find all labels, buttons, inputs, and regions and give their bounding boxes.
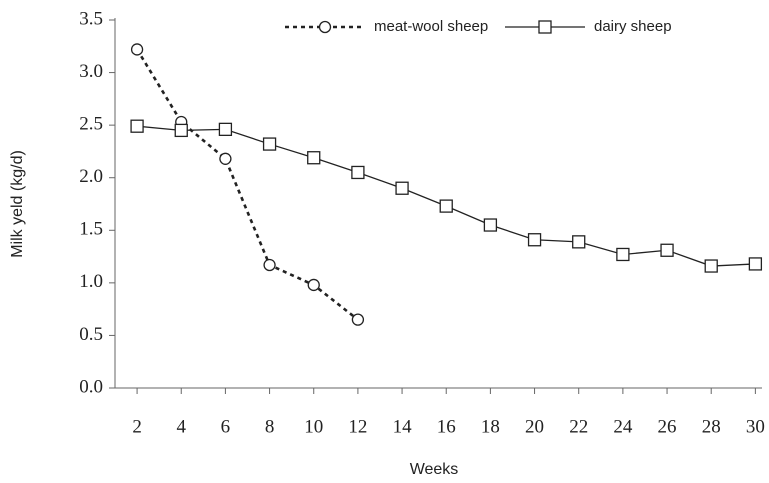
x-tick-label: 6	[221, 416, 231, 437]
series-line	[135, 48, 359, 321]
x-tick-label: 24	[613, 416, 633, 437]
y-tick-label: 2.0	[79, 166, 103, 187]
point	[130, 119, 144, 133]
x-tick-label: 14	[393, 416, 413, 437]
x-tick-label: 18	[481, 416, 500, 437]
point	[483, 218, 498, 232]
x-axis-title: Weeks	[410, 461, 459, 478]
x-tick-label: 4	[176, 416, 186, 437]
x-tick-label: 22	[569, 416, 588, 437]
x-tick-label: 8	[265, 416, 275, 437]
point	[395, 181, 409, 195]
point	[748, 257, 763, 271]
point	[130, 43, 144, 56]
legend-label: meat-wool sheep	[374, 18, 488, 35]
y-tick-label: 0.5	[79, 324, 103, 345]
x-tick-label: 12	[348, 416, 367, 437]
legend-label: dairy sheep	[594, 18, 672, 35]
point	[262, 137, 277, 151]
point	[351, 165, 365, 180]
point	[351, 313, 365, 326]
x-tick-label: 20	[525, 416, 544, 437]
point	[218, 122, 233, 136]
x-tick-label: 26	[658, 416, 677, 437]
point	[616, 247, 630, 262]
x-tick-label: 2	[132, 416, 142, 437]
x-tick-label: 28	[702, 416, 721, 437]
point	[527, 233, 542, 247]
y-tick-label: 1.0	[79, 271, 103, 292]
y-tick-label: 1.5	[79, 219, 103, 240]
y-tick-label: 3.5	[79, 8, 103, 29]
point	[263, 258, 276, 272]
point	[704, 259, 718, 273]
y-tick-label: 3.0	[79, 61, 103, 82]
legend-marker	[538, 20, 552, 34]
y-tick-label: 2.5	[79, 114, 103, 135]
legend-marker	[318, 20, 332, 34]
point	[660, 243, 674, 257]
point	[572, 235, 586, 249]
point	[307, 151, 321, 165]
x-tick-label: 30	[746, 416, 765, 437]
point	[219, 152, 232, 165]
x-tick-label: 16	[437, 416, 456, 437]
y-tick-label: 0.0	[79, 376, 103, 397]
point	[439, 199, 453, 213]
point	[174, 123, 188, 138]
point	[307, 278, 320, 292]
x-tick-label: 10	[304, 416, 323, 437]
y-axis-title: Milk yeld (kg/d)	[9, 150, 26, 258]
